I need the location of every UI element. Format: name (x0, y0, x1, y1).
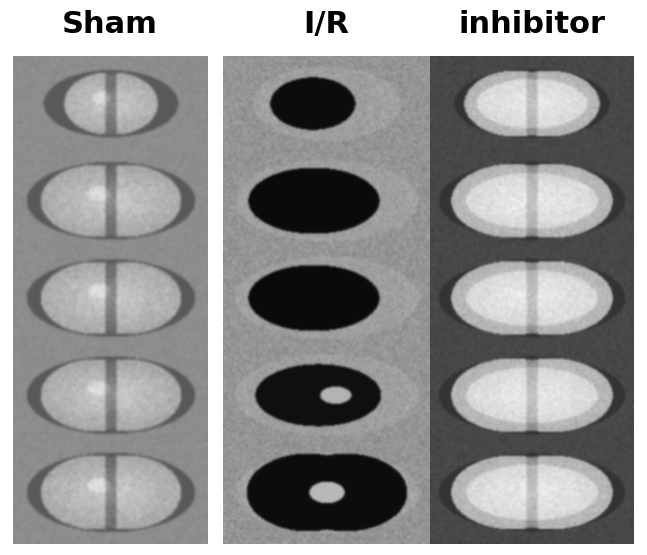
Text: inhibitor: inhibitor (459, 11, 606, 39)
Text: I/R: I/R (303, 11, 350, 39)
Text: Sham: Sham (62, 11, 158, 39)
